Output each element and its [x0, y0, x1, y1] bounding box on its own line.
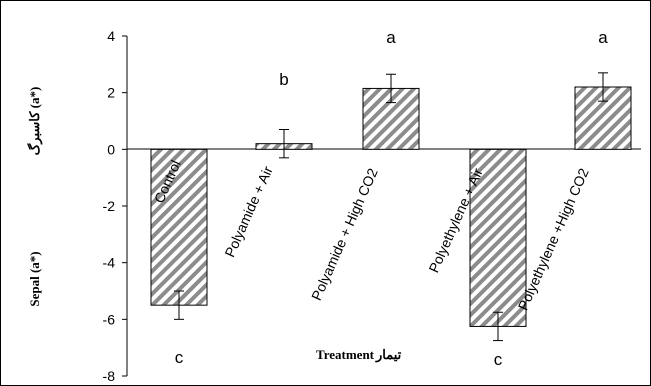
x-axis-title: Treatment تیمار: [316, 347, 402, 363]
bar: [150, 148, 208, 306]
bar: [469, 148, 527, 327]
y-tick-label: -6: [103, 311, 116, 327]
y-tick-label: 2: [107, 85, 115, 101]
significance-letter: a: [386, 28, 396, 47]
y-tick-label: -8: [103, 368, 116, 384]
significance-letter: a: [598, 28, 608, 47]
y-axis-title-en: Sepal (a*): [27, 251, 42, 306]
significance-letters: c b a c a: [175, 28, 609, 369]
error-bars: [174, 72, 608, 342]
significance-letter: c: [175, 348, 184, 367]
y-tick-label: -4: [103, 255, 116, 271]
x-axis-title-fa: تیمار: [375, 347, 402, 363]
y-tick-label: 0: [107, 141, 115, 157]
significance-letter: c: [494, 350, 503, 369]
y-axis-title: Sepal (a*) کاسبرگ (a*): [26, 87, 43, 307]
significance-letter: b: [279, 70, 288, 89]
y-tick-label: 4: [107, 28, 115, 44]
y-tick-label: -2: [103, 198, 116, 214]
y-axis-title-fa: کاسبرگ (a*): [26, 87, 43, 156]
category-label: Polyamide + Air: [221, 163, 275, 259]
category-label: Polyamide + High CO2: [308, 166, 381, 303]
x-axis-title-en: Treatment: [316, 347, 375, 362]
y-axis-ticks: -8 -6 -4 -2 0 2 4: [103, 28, 127, 384]
